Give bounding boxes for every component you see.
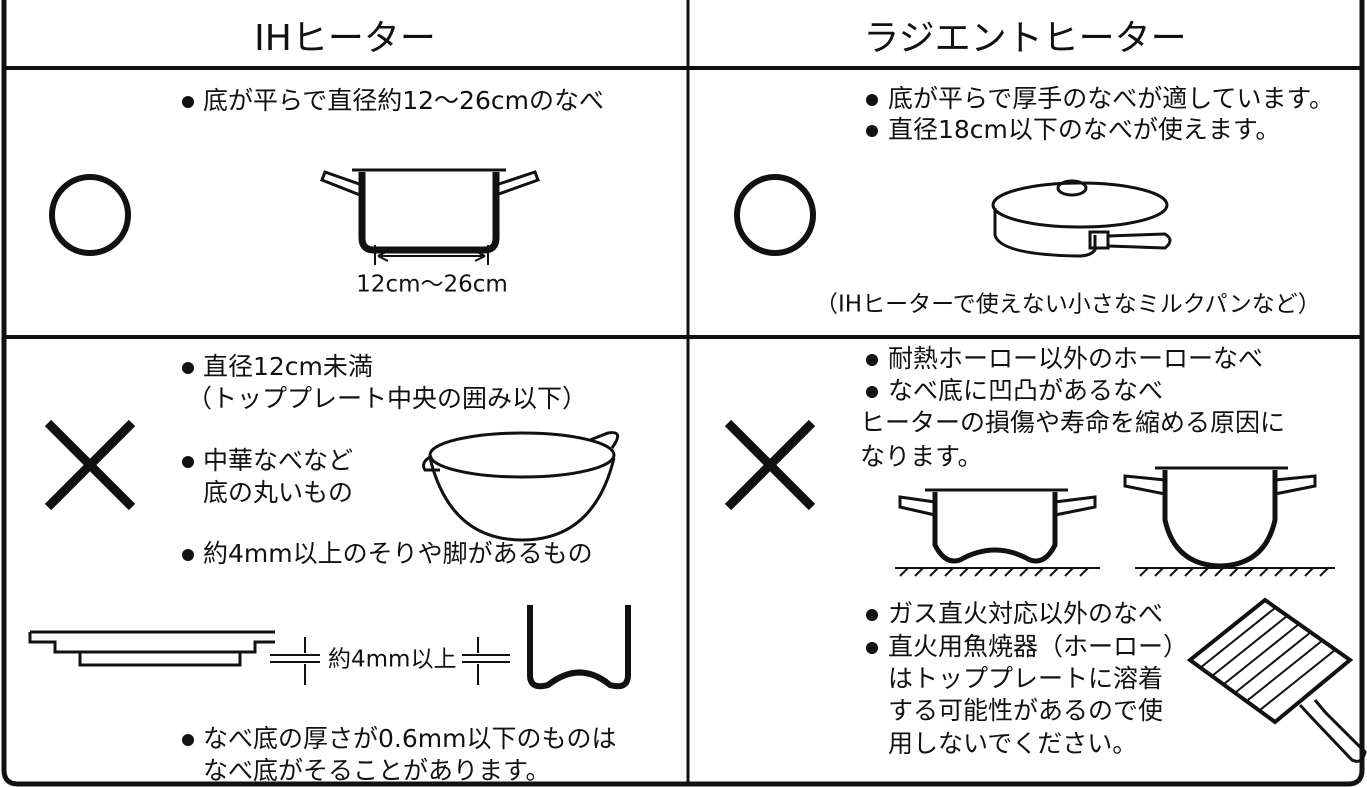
ok-mark <box>734 174 816 256</box>
text-line: なります。 <box>860 442 983 471</box>
bullet-text: なべ底の厚さが0.6mm以下のものは <box>203 724 616 753</box>
ng-mark <box>44 419 136 511</box>
bullet-text: 直径12cm未満 <box>203 352 373 381</box>
text-line: 底の丸いもの <box>203 478 353 507</box>
text-line: （トッププレート中央の囲み以下） <box>187 384 587 413</box>
bullet-text: 約4mm以上のそりや脚があるもの <box>203 539 593 568</box>
bullet-text: 底が平らで厚手のなべが適しています。 <box>888 84 1334 113</box>
ok-mark <box>49 174 131 256</box>
dimension-label: 12cm～26cm <box>356 272 508 298</box>
header: ラジエントヒーター <box>863 18 1186 59</box>
pan-illustration <box>991 179 1172 258</box>
text-line: なべ底がそることがあります。 <box>203 756 551 785</box>
text-line: ヒーターの損傷や寿命を縮める原因に <box>860 408 1285 437</box>
text-line: 用しないでください。 <box>888 729 1137 758</box>
bullet-text: ガス直火対応以外のなべ <box>888 599 1163 628</box>
bullet-text: 底が平らで直径約12～26cmのなべ <box>203 86 604 115</box>
grill-illustration <box>1186 597 1367 763</box>
bullet-text: 中華なべなど <box>203 446 353 475</box>
bullet-text: 直径18cm以下のなべが使えます。 <box>888 115 1280 144</box>
bullet-text: 耐熱ホーロー以外のホーローなべ <box>888 344 1263 373</box>
bullet-text: なべ底に凹凸があるなべ <box>888 376 1163 405</box>
ng-mark <box>724 419 816 511</box>
uneven-pots-illustration <box>895 466 1335 577</box>
text-line: はトッププレートに溶着 <box>888 664 1163 693</box>
note: （IHヒーターで使えない小さなミルクパンなど） <box>815 292 1321 318</box>
header: IHヒーター <box>254 18 436 59</box>
dimension-label: 約4mm以上 <box>328 647 456 673</box>
bullets <box>182 94 878 746</box>
bullet-text: 直火用魚焼器（ホーロー） <box>888 632 1188 661</box>
wok-illustration <box>422 431 620 542</box>
text-line: する可能性があるので使 <box>888 696 1163 725</box>
pot-illustration <box>320 168 540 265</box>
warp-illustration <box>28 605 631 690</box>
